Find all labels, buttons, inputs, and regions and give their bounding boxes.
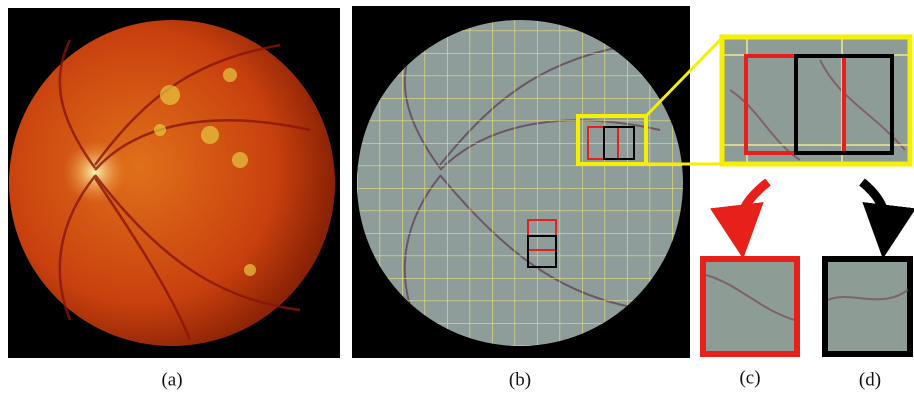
figure: (a) (b) (c) (d) bbox=[0, 0, 914, 394]
caption: (b) bbox=[509, 369, 531, 390]
panel-b bbox=[352, 6, 690, 358]
panel-a bbox=[8, 8, 340, 358]
caption: (d) bbox=[859, 369, 881, 390]
page: (a) (b) (c) (d) (() => { const data = JS… bbox=[0, 0, 914, 394]
patches bbox=[703, 259, 910, 354]
caption: (c) bbox=[739, 367, 760, 388]
arrows bbox=[740, 182, 887, 232]
caption: (a) bbox=[161, 369, 182, 390]
